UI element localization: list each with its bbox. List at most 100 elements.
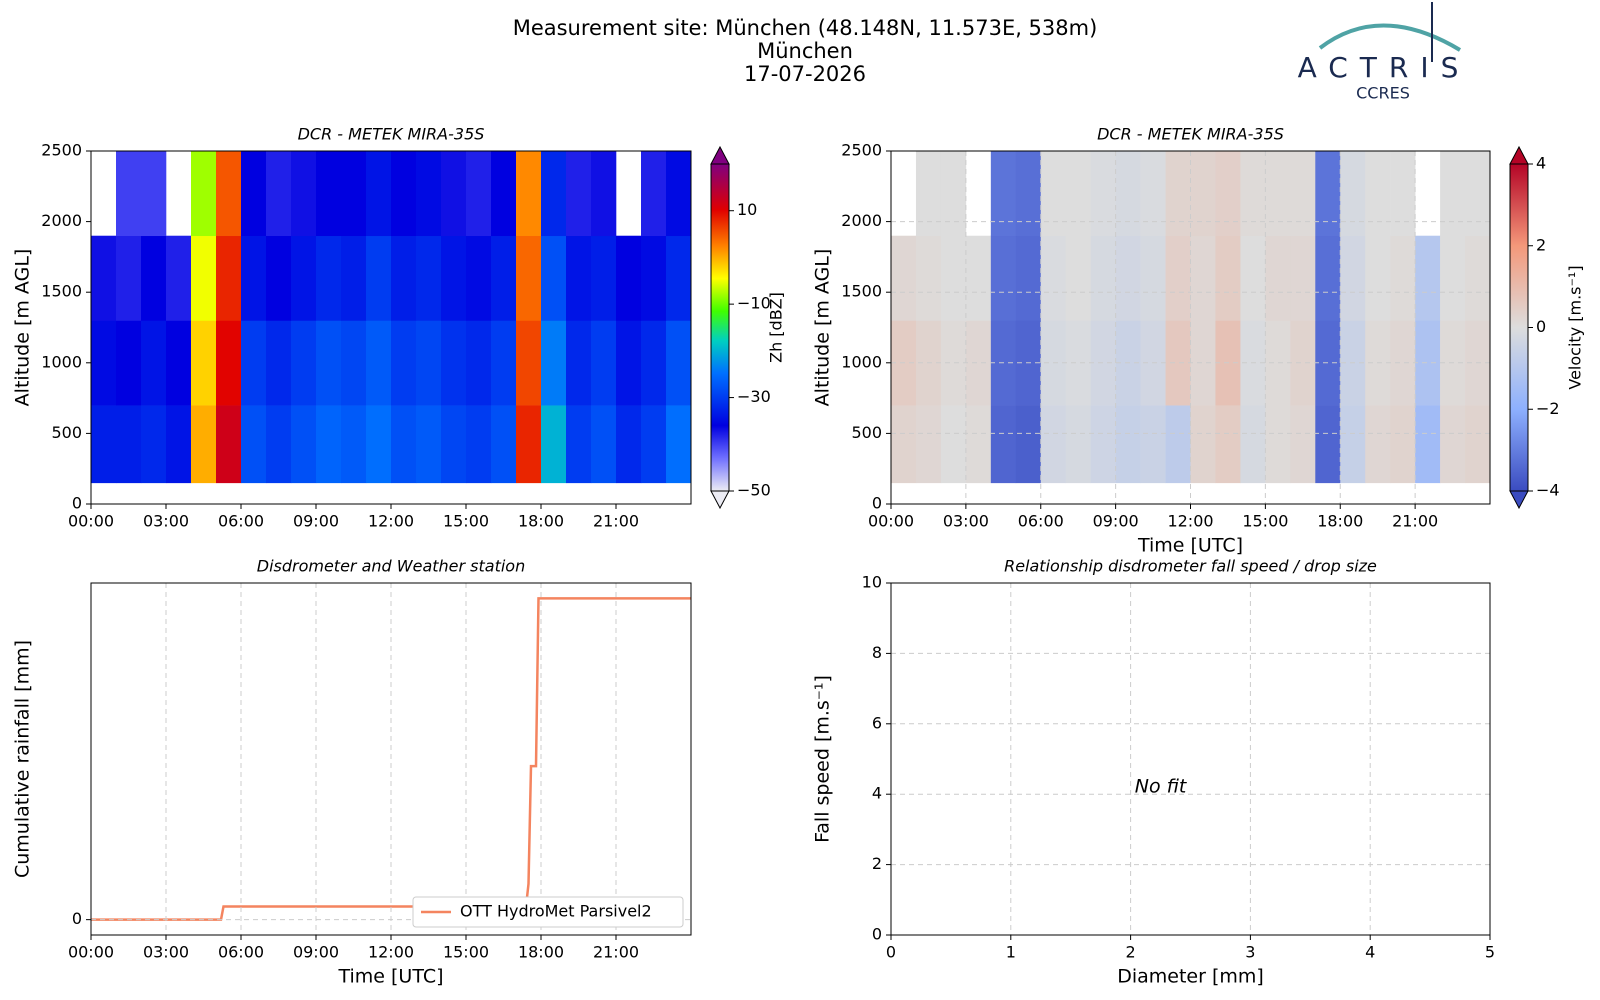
heat-cell: [191, 320, 217, 406]
panel: Relationship disdrometer fall speed / dr…: [812, 557, 1496, 988]
heat-cell: [341, 151, 367, 237]
heat-cell: [316, 405, 342, 484]
y-axis-label: Altitude [m AGL]: [812, 249, 834, 407]
x-tick-label: 1: [1006, 943, 1016, 962]
colorbar-tick-label: −50: [737, 481, 771, 500]
heat-cell: [241, 151, 267, 237]
heat-cell: [216, 405, 242, 484]
heat-cell: [316, 151, 342, 237]
heat-cell: [566, 320, 592, 406]
heat-cell: [616, 235, 642, 321]
heat-cell: [1165, 320, 1191, 406]
colorbar-tick-label: −4: [1536, 481, 1560, 500]
heat-cell: [915, 151, 942, 237]
heat-cell: [990, 405, 1017, 484]
heat-cell: [291, 235, 317, 321]
heat-cell: [940, 405, 967, 484]
x-tick-label: 12:00: [368, 512, 414, 531]
heat-cell: [341, 235, 367, 321]
heat-cell: [591, 405, 617, 484]
heat-cell: [116, 320, 142, 406]
colorbar-tick-label: 0: [1536, 317, 1546, 336]
heat-cell: [1215, 405, 1241, 484]
heat-cell: [116, 405, 142, 484]
heat-cell: [641, 405, 667, 484]
heat-cell: [1315, 235, 1341, 321]
logo-sub: CCRES: [1356, 84, 1410, 103]
heat-cell: [516, 320, 542, 406]
heat-cell: [366, 405, 392, 484]
heat-cell: [366, 151, 392, 237]
x-axis-label: Time [UTC]: [1137, 535, 1243, 557]
x-tick-label: 15:00: [443, 512, 489, 531]
y-axis-label: Altitude [m AGL]: [12, 249, 34, 407]
heat-cell: [191, 405, 217, 484]
colorbar-tick-label: −10: [737, 294, 771, 313]
legend: [412, 896, 684, 928]
heat-cell: [141, 235, 167, 321]
heat-cell: [1190, 405, 1216, 484]
heat-cell: [1465, 405, 1490, 484]
heat-cell: [641, 151, 667, 237]
y-axis-label: Fall speed [m.s⁻¹]: [812, 675, 834, 843]
heat-cell: [1065, 151, 1091, 237]
heat-cell: [241, 405, 267, 484]
x-tick-label: 5: [1485, 943, 1495, 962]
heat-cell: [1415, 320, 1441, 406]
heat-cell: [965, 320, 992, 406]
panel-title: Relationship disdrometer fall speed / dr…: [1004, 557, 1377, 576]
heat-cell: [416, 405, 442, 484]
heat-cell: [641, 320, 667, 406]
colorbar-tick-label: −30: [737, 387, 771, 406]
heat-cell: [116, 235, 142, 321]
heat-cell: [1365, 151, 1391, 237]
x-tick-label: 18:00: [518, 512, 564, 531]
heat-cell: [466, 320, 492, 406]
x-tick-label: 00:00: [68, 512, 114, 531]
heat-cell: [1190, 320, 1216, 406]
colorbar-extend: [710, 145, 730, 165]
heat-cell: [241, 235, 267, 321]
colorbar-extend: [1509, 490, 1529, 510]
heat-cell: [241, 320, 267, 406]
heat-cell: [541, 405, 567, 484]
axes-frame: [90, 150, 692, 505]
heat-cell: [491, 235, 517, 321]
heat-cell: [1065, 405, 1091, 484]
heat-cell: [891, 235, 917, 321]
heat-cell: [990, 151, 1017, 237]
colorbar-label: Zh [dBZ]: [767, 292, 786, 363]
heat-cell: [141, 405, 167, 484]
panel-title: DCR - METEK MIRA-35S: [1097, 125, 1284, 144]
heat-cell: [416, 320, 442, 406]
heat-cell: [1165, 151, 1191, 237]
heat-cell: [1090, 320, 1116, 406]
heat-cell: [91, 405, 117, 484]
heat-cell: [1215, 151, 1241, 237]
heat-cell: [591, 320, 617, 406]
panel-title: DCR - METEK MIRA-35S: [298, 125, 485, 144]
heat-cell: [391, 235, 417, 321]
heat-cell: [216, 320, 242, 406]
legend-label: OTT HydroMet Parsivel2: [460, 902, 652, 921]
heat-cell: [366, 235, 392, 321]
heat-cell: [1240, 235, 1266, 321]
heat-cell: [1090, 151, 1116, 237]
heat-cell: [1115, 235, 1141, 321]
y-tick-label: 2000: [841, 211, 882, 230]
heat-cell: [266, 405, 292, 484]
y-tick-label: 2000: [41, 211, 82, 230]
x-tick-label: 03:00: [943, 512, 989, 531]
heat-cell: [1265, 235, 1291, 321]
heat-cell: [1415, 405, 1441, 484]
heat-cell: [491, 320, 517, 406]
heat-cell: [1440, 151, 1466, 237]
heat-cell: [666, 320, 691, 406]
heat-cell: [166, 235, 192, 321]
x-tick-label: 15:00: [443, 943, 489, 962]
heat-cell: [141, 320, 167, 406]
heat-cell: [216, 151, 242, 237]
x-tick-label: 3: [1245, 943, 1255, 962]
logo: ACTRIS CCRES: [1298, 2, 1462, 103]
